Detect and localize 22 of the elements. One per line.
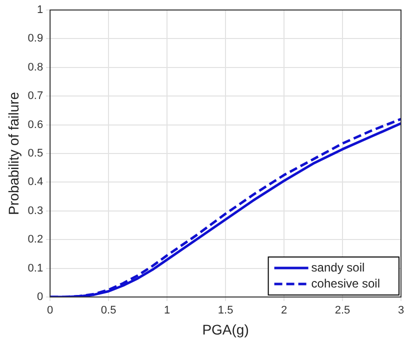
x-tick-label: 3	[398, 304, 404, 317]
x-tick-label: 1	[164, 304, 170, 317]
y-tick-label: 0.8	[28, 61, 44, 74]
y-tick-label: 0	[36, 291, 44, 304]
x-tick-label: 2	[280, 304, 288, 317]
x-tick-label: 0.5	[100, 304, 116, 317]
x-tick-label: 2.5	[334, 304, 350, 317]
y-tick-label: 0.4	[28, 176, 44, 188]
legend-label: sandy soil	[311, 260, 365, 274]
y-tick-label: 1	[36, 4, 44, 16]
x-axis-title: PGA(g)	[202, 321, 249, 338]
y-tick-label: 0.3	[28, 204, 44, 217]
y-tick-label: 0.7	[28, 90, 44, 102]
x-tick-label: 1.5	[218, 304, 234, 317]
y-tick-label: 0.1	[28, 262, 44, 274]
x-tick-label: 0	[47, 304, 54, 317]
legend-label: cohesive soil	[311, 276, 380, 290]
y-axis-title: Probability of failure	[5, 92, 22, 215]
y-tick-label: 0.5	[28, 148, 44, 160]
y-tick-label: 0.2	[28, 234, 44, 246]
y-tick-label: 0.6	[28, 118, 44, 131]
y-tick-label: 0.9	[28, 32, 44, 45]
